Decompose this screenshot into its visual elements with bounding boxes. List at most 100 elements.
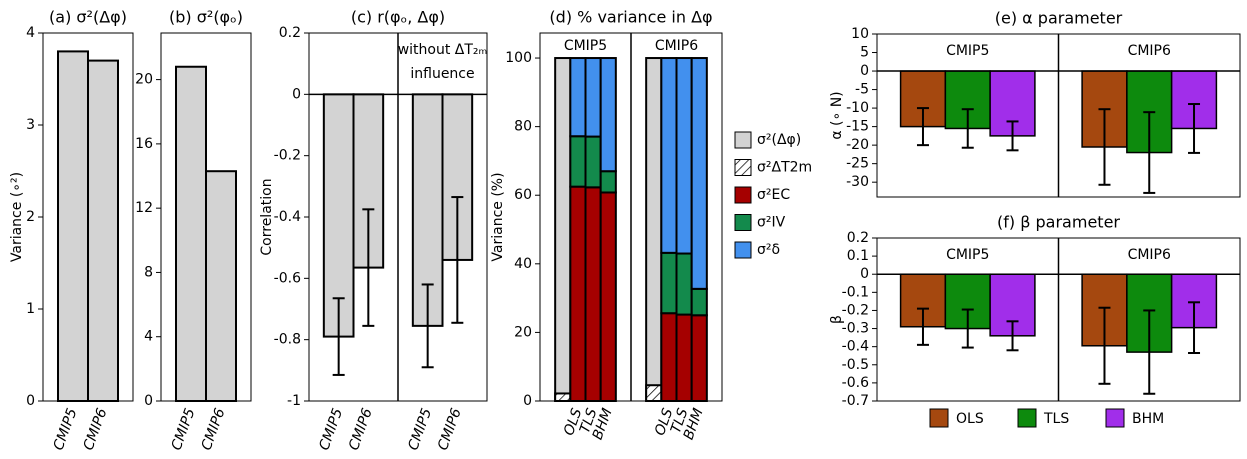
y-tick-label: 8 — [144, 264, 153, 280]
bar-segment — [675, 57, 693, 255]
annotation: without ΔT₂ₘ — [398, 42, 488, 58]
y-axis-label: Variance (%) — [490, 172, 506, 261]
y-tick-label: 4 — [26, 25, 35, 41]
legend-label: TLS — [1043, 411, 1069, 427]
bar-segment — [660, 57, 678, 254]
y-tick-label: 4 — [144, 329, 153, 345]
bar-segment — [599, 57, 617, 173]
bar-segment — [599, 191, 617, 402]
bar — [87, 59, 119, 402]
group-header: CMIP5 — [946, 43, 989, 59]
y-tick-label: -30 — [846, 174, 869, 190]
bar-segment — [584, 186, 602, 402]
x-tick-label: CMIP5 — [51, 406, 81, 452]
x-tick-label: CMIP5 — [405, 406, 435, 452]
y-tick-label: 5 — [860, 45, 869, 61]
legend-swatch — [734, 159, 752, 176]
legend-label: σ²EC — [757, 187, 790, 203]
bar-segment — [675, 252, 693, 316]
bar-segment — [690, 287, 708, 317]
y-tick-label: -5 — [855, 82, 869, 98]
bar-segment — [569, 57, 587, 138]
y-tick-label: 20 — [514, 324, 532, 340]
hatched-segment — [645, 384, 663, 402]
y-tick-label: 2 — [26, 209, 35, 225]
legend-swatch — [1105, 408, 1125, 428]
axes-frame — [42, 32, 134, 402]
y-tick-label: -0.4 — [274, 209, 301, 225]
x-tick-label: CMIP5 — [169, 406, 199, 452]
x-tick-label: CMIP6 — [199, 406, 229, 452]
bar-segment — [645, 57, 663, 402]
y-tick-label: 20 — [135, 72, 153, 88]
y-tick-label: -1 — [287, 393, 301, 409]
chart-title: (a) σ²(Δφ) — [49, 8, 127, 27]
y-tick-label: -0.5 — [842, 357, 869, 373]
y-tick-label: 60 — [514, 187, 532, 203]
y-axis-label: α (∘ N) — [829, 91, 845, 139]
x-tick-label: CMIP6 — [435, 406, 465, 452]
x-tick-label: CMIP6 — [81, 406, 111, 452]
y-tick-label: 0.2 — [279, 25, 301, 41]
group-header: CMIP5 — [564, 38, 607, 54]
bar-segment — [690, 314, 708, 403]
legend-swatch — [929, 408, 949, 428]
legend-label: BHM — [1132, 411, 1164, 427]
legend-swatch — [734, 186, 752, 204]
y-tick-label: 0 — [144, 393, 153, 409]
y-tick-label: -0.2 — [842, 302, 869, 318]
y-axis-label: β — [829, 315, 845, 324]
y-tick-label: -15 — [846, 119, 869, 135]
legend-swatch — [734, 214, 752, 231]
y-tick-label: 3 — [26, 117, 35, 133]
y-tick-label: -10 — [846, 100, 869, 116]
group-header: CMIP6 — [655, 38, 698, 54]
x-tick-label: CMIP5 — [316, 406, 346, 452]
y-tick-label: -0.6 — [842, 375, 869, 391]
bar-segment — [690, 57, 708, 290]
y-tick-label: -0.7 — [842, 393, 869, 409]
axes-frame — [539, 32, 723, 402]
y-tick-label: 0 — [26, 393, 35, 409]
group-header: CMIP5 — [946, 247, 989, 263]
legend-label: σ²δ — [757, 242, 780, 258]
legend-label: σ²IV — [757, 215, 786, 231]
y-axis-label: Variance (∘²) — [9, 172, 25, 262]
axes-frame — [308, 32, 488, 402]
legend-swatch — [1017, 408, 1037, 428]
y-tick-label: 0 — [523, 393, 532, 409]
y-tick-label: -0.2 — [274, 148, 301, 164]
legend-swatch — [734, 131, 752, 149]
y-tick-label: -0.6 — [274, 270, 301, 286]
chart-title: (d) % variance in Δφ — [549, 8, 712, 27]
y-tick-label: 100 — [505, 50, 532, 66]
y-tick-label: -0.3 — [842, 321, 869, 337]
y-tick-label: -25 — [846, 156, 869, 172]
x-tick-label: CMIP6 — [346, 406, 376, 452]
y-tick-label: -0.1 — [842, 284, 869, 300]
hatched-segment — [554, 392, 572, 403]
legend-label: OLS — [956, 411, 984, 427]
y-tick-label: -0.8 — [274, 332, 301, 348]
annotation: influence — [410, 66, 474, 82]
bar-segment — [675, 313, 693, 402]
chart-title: (c) r(φₒ, Δφ) — [351, 8, 445, 27]
bar-segment — [599, 170, 617, 194]
legend-label: σ²ΔT2m — [757, 160, 812, 176]
bar-segment — [554, 57, 572, 402]
bar — [175, 65, 207, 402]
legend-label: σ²(Δφ) — [757, 132, 801, 148]
group-header: CMIP6 — [1128, 43, 1171, 59]
bar — [205, 170, 237, 402]
group-header: CMIP6 — [1128, 247, 1171, 263]
y-axis-label: Correlation — [259, 178, 275, 255]
axes-frame — [876, 33, 1241, 198]
y-tick-label: 1 — [26, 301, 35, 317]
bar-segment — [660, 312, 678, 402]
y-tick-label: -0.4 — [842, 339, 869, 355]
bar-segment — [584, 57, 602, 138]
y-tick-label: 16 — [135, 136, 153, 152]
bar-segment — [584, 135, 602, 189]
bar-segment — [660, 251, 678, 315]
